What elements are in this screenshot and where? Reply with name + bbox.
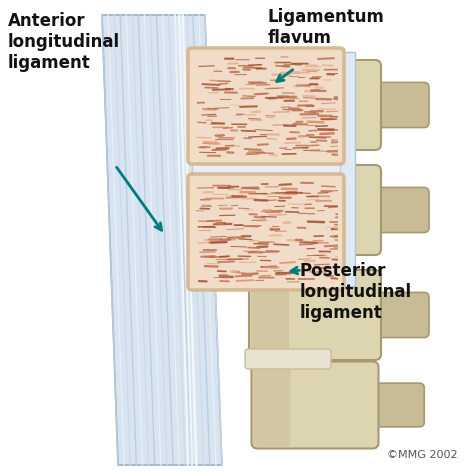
Text: Posterior
longitudinal
ligament: Posterior longitudinal ligament <box>300 262 412 321</box>
FancyBboxPatch shape <box>249 165 381 255</box>
FancyBboxPatch shape <box>251 272 289 358</box>
FancyBboxPatch shape <box>363 383 424 427</box>
FancyBboxPatch shape <box>188 48 344 164</box>
FancyBboxPatch shape <box>251 167 289 253</box>
Polygon shape <box>102 15 222 465</box>
FancyBboxPatch shape <box>245 349 331 369</box>
FancyBboxPatch shape <box>249 270 381 360</box>
Text: Anterior
longitudinal
ligament: Anterior longitudinal ligament <box>8 12 120 72</box>
FancyBboxPatch shape <box>245 146 331 166</box>
FancyBboxPatch shape <box>252 362 379 448</box>
FancyBboxPatch shape <box>251 62 289 148</box>
FancyBboxPatch shape <box>365 292 429 337</box>
FancyBboxPatch shape <box>365 187 429 233</box>
FancyBboxPatch shape <box>188 174 344 290</box>
Polygon shape <box>338 52 355 286</box>
FancyBboxPatch shape <box>192 158 340 180</box>
FancyBboxPatch shape <box>249 60 381 150</box>
FancyBboxPatch shape <box>254 364 290 447</box>
FancyBboxPatch shape <box>365 82 429 128</box>
Text: ©MMG 2002: ©MMG 2002 <box>387 450 458 460</box>
Text: Ligamentum
flavum: Ligamentum flavum <box>268 8 385 47</box>
FancyBboxPatch shape <box>245 249 331 269</box>
